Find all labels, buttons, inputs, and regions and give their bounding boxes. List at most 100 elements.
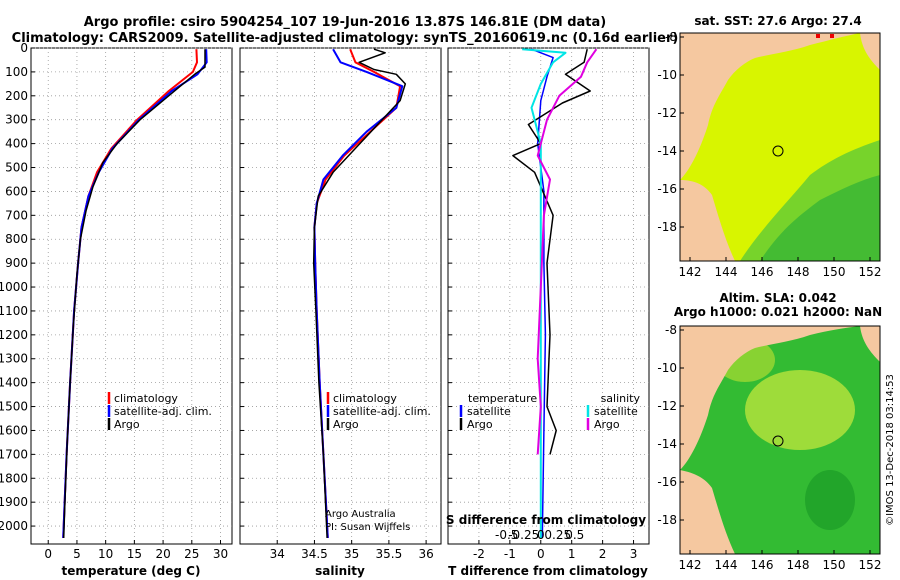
sla-argo-location-marker [772, 435, 784, 447]
credit-line-1: Argo Australia [325, 509, 396, 520]
sla-map-title-1: Altim. SLA: 0.042 [719, 291, 836, 305]
x-tick-label: 36 [418, 547, 433, 561]
sst-land-south [680, 180, 735, 261]
x-tick-label: 0 [537, 547, 545, 561]
map-x-tick-label: 146 [751, 265, 774, 279]
x-tick-label: 15 [127, 547, 142, 561]
sst-hot-pixel [830, 34, 834, 38]
y-tick-label: 1800 [0, 471, 28, 485]
sla-map-title-2: Argo h1000: 0.021 h2000: NaN [674, 305, 882, 319]
sst-land-australia [680, 33, 860, 180]
map-y-tick-label: -14 [657, 437, 677, 451]
salinity-series [312, 48, 407, 539]
x-tick-label: 2 [599, 547, 607, 561]
x-tick-label: 3 [630, 547, 638, 561]
credit-line-2: PI: Susan Wijffels [325, 522, 410, 533]
map-y-tick-label: -8 [665, 323, 677, 337]
y-tick-label: 800 [5, 232, 28, 246]
sla-land-south [680, 470, 735, 554]
y-tick-label: 1900 [0, 495, 28, 509]
y-tick-label: 0 [20, 41, 28, 55]
sst-map-frame [679, 32, 881, 262]
y-tick-label: 300 [5, 113, 28, 127]
t-difference-xlabel: T difference from climatology [448, 564, 648, 578]
salinity-legend: climatology satellite-adj. clim. Argo [326, 392, 431, 431]
salinity-grid [240, 47, 441, 544]
temperature-xlabel: temperature (deg C) [62, 564, 201, 578]
difference-panel: -2 -1 0 1 2 3-0.5-0.250 0.250.5 T difference f… [446, 47, 650, 578]
map-y-tick-label: -16 [657, 182, 677, 196]
legend-s-argo-label: Argo [594, 418, 620, 431]
s-tick-label: -0.5 [495, 528, 518, 542]
sla-map: Altim. SLA: 0.042 Argo h1000: 0.021 h200… [657, 291, 882, 572]
x-tick-label: 1 [568, 547, 576, 561]
legend-satellite-label: satellite-adj. clim. [114, 405, 212, 418]
map-x-tick-label: 144 [715, 265, 738, 279]
y-tick-label: 2000 [0, 519, 28, 533]
map-y-tick-label: -12 [657, 399, 677, 413]
s-tick-label: 0.25 [544, 528, 571, 542]
series-line-argo [312, 48, 407, 539]
map-y-tick-label: -18 [657, 220, 677, 234]
map-y-tick-label: -16 [657, 475, 677, 489]
legend-argo-label: Argo [114, 418, 140, 431]
sst-map-ticks: 142 144 146 148 150 152 -8 -10 -12 -14 -16 -18 [657, 30, 881, 279]
s-tick-label: 0 [537, 528, 545, 542]
y-tick-label: 1100 [0, 304, 28, 318]
salinity-ticks: 34 34.5 35 35.5 36 [240, 47, 434, 561]
y-tick-label: 1000 [0, 280, 28, 294]
sst-land-png [860, 33, 880, 70]
sst-argo-location-marker [772, 145, 784, 157]
legend-salinity-title: salinity [601, 392, 641, 405]
map-y-tick-label: -8 [665, 30, 677, 44]
x-tick-label: -2 [473, 547, 485, 561]
x-tick-label: 25 [184, 547, 199, 561]
legend-s-satellite-label: satellite [594, 405, 638, 418]
map-y-tick-label: -10 [657, 68, 677, 82]
x-tick-label: 20 [155, 547, 170, 561]
y-tick-label: 200 [5, 89, 28, 103]
sla-land-png [860, 326, 880, 362]
map-x-tick-label: 152 [859, 265, 882, 279]
map-x-tick-label: 150 [823, 265, 846, 279]
sla-map-frame [679, 325, 881, 555]
salinity-axes [239, 47, 442, 545]
sla-high-anomaly [745, 370, 855, 450]
map-y-tick-label: -10 [657, 361, 677, 375]
y-tick-label: 400 [5, 137, 28, 151]
title-line-2: Climatology: CARS2009. Satellite-adjuste… [12, 31, 679, 46]
y-tick-label: 1400 [0, 376, 28, 390]
series-line-s-argo [536, 48, 598, 455]
y-tick-label: 1200 [0, 328, 28, 342]
map-x-tick-label: 142 [679, 265, 702, 279]
y-tick-label: 500 [5, 161, 28, 175]
map-x-tick-label: 152 [859, 558, 882, 572]
series-line-s-satellite [522, 48, 567, 538]
y-tick-label: 1600 [0, 423, 28, 437]
sst-map: sat. SST: 27.6 Argo: 27.4 142 144 146 148 15… [657, 14, 881, 279]
s-tick-label: -0.25 [508, 528, 539, 542]
temperature-grid [31, 47, 232, 544]
sla-low-anomaly [805, 470, 855, 530]
legend-t-argo-label: Argo [467, 418, 493, 431]
series-line-t-argo [512, 49, 591, 455]
s-difference-label: S difference from climatology [446, 513, 646, 527]
sst-map-title: sat. SST: 27.6 Argo: 27.4 [694, 14, 861, 28]
temperature-ticks: 0100200300400500600700800900100011001200… [0, 41, 228, 561]
map-y-tick-label: -14 [657, 144, 677, 158]
y-tick-label: 1700 [0, 447, 28, 461]
y-tick-label: 900 [5, 256, 28, 270]
y-tick-label: 100 [5, 65, 28, 79]
x-tick-label: 35.5 [376, 547, 403, 561]
map-x-tick-label: 146 [751, 558, 774, 572]
difference-series [512, 48, 598, 539]
watermark: ©IMOS 13-Dec-2018 03:14:53 [885, 374, 896, 526]
temperature-axes [30, 47, 233, 545]
x-tick-label: 30 [213, 547, 228, 561]
y-tick-label: 600 [5, 184, 28, 198]
legend-t-satellite-label: satellite [467, 405, 511, 418]
legend-satellite-label: satellite-adj. clim. [333, 405, 431, 418]
y-tick-label: 1500 [0, 400, 28, 414]
map-x-tick-label: 142 [679, 558, 702, 572]
